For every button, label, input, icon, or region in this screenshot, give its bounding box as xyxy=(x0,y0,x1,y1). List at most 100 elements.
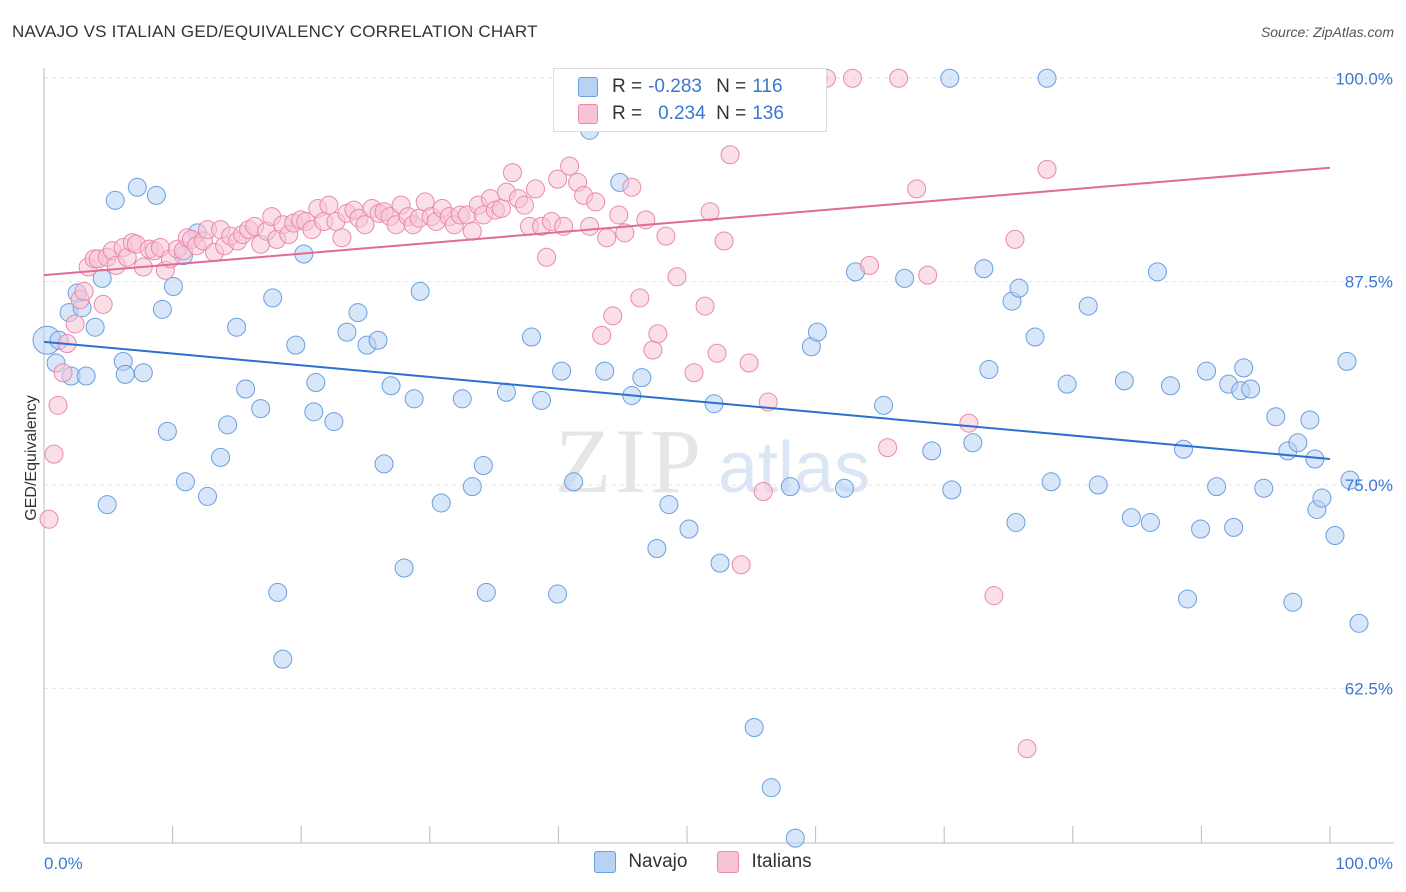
navajo-point xyxy=(834,478,854,498)
navajo-point xyxy=(1037,68,1057,88)
italians-point xyxy=(74,281,94,301)
navajo-point xyxy=(337,322,357,342)
navajo-point xyxy=(1224,517,1244,537)
navajo-point xyxy=(942,480,962,500)
navajo-legend-label: Navajo xyxy=(628,851,688,872)
navajo-point xyxy=(348,303,368,323)
navajo-point xyxy=(548,584,568,604)
italians-legend-label: Italians xyxy=(751,851,812,872)
navajo-point xyxy=(1288,433,1308,453)
navajo-point xyxy=(251,399,271,419)
y-tick-label: 62.5% xyxy=(1345,679,1393,698)
navajo-point xyxy=(940,68,960,88)
italians-point xyxy=(842,68,862,88)
italians-point xyxy=(1017,739,1037,759)
navajo-point xyxy=(1121,508,1141,528)
navajo-point xyxy=(1160,376,1180,396)
navajo-point xyxy=(1283,592,1303,612)
navajo-point xyxy=(462,477,482,497)
italians-point xyxy=(355,215,375,235)
navajo-point xyxy=(273,649,293,669)
italians-point xyxy=(918,265,938,285)
navajo-point xyxy=(133,363,153,383)
navajo-point xyxy=(431,493,451,513)
navajo-point xyxy=(97,495,117,515)
x-tick-label: 100.0% xyxy=(1335,854,1393,873)
legend-item-navajo: Navajo xyxy=(594,851,687,873)
italians-n-value: 136 xyxy=(752,103,784,124)
italians-point xyxy=(714,231,734,251)
navajo-point xyxy=(410,281,430,301)
italians-point xyxy=(720,145,740,165)
navajo-point xyxy=(152,299,172,319)
navajo-point xyxy=(263,288,283,308)
italians-point xyxy=(622,177,642,197)
italians-point xyxy=(878,438,898,458)
navajo-point xyxy=(761,778,781,798)
italians-point xyxy=(907,179,927,199)
navajo-point xyxy=(473,456,493,476)
italians-point xyxy=(609,205,629,225)
italians-point xyxy=(860,255,880,275)
navajo-point xyxy=(679,519,699,539)
italians-point xyxy=(580,216,600,236)
navajo-point xyxy=(404,389,424,409)
italians-point xyxy=(630,288,650,308)
italians-point xyxy=(615,223,635,243)
chart-title: NAVAJO VS ITALIAN GED/EQUIVALENCY CORREL… xyxy=(12,22,538,41)
navajo-point xyxy=(1009,278,1029,298)
italians-point xyxy=(462,221,482,241)
navajo-point xyxy=(1340,470,1360,490)
navajo-series xyxy=(32,68,1369,848)
legend-row-italians: R = 0.234 N = 136 xyxy=(578,102,820,126)
italians-point xyxy=(560,156,580,176)
navajo-point xyxy=(744,717,764,737)
navajo-point xyxy=(595,361,615,381)
r-label: R = xyxy=(612,103,643,124)
navajo-point xyxy=(632,368,652,388)
italians-r-value: 0.234 xyxy=(658,103,706,124)
italians-point xyxy=(984,586,1004,606)
navajo-point xyxy=(1337,351,1357,371)
navajo-point xyxy=(1088,475,1108,495)
navajo-point xyxy=(895,268,915,288)
italians-point xyxy=(48,395,68,415)
navajo-point xyxy=(76,366,96,386)
navajo-point xyxy=(1140,512,1160,532)
y-axis-label: GED/Equivalency xyxy=(23,395,40,520)
navajo-point xyxy=(1025,327,1045,347)
navajo-point xyxy=(710,553,730,573)
italians-point xyxy=(643,340,663,360)
navajo-point xyxy=(115,364,135,384)
legend-item-italians: Italians xyxy=(717,851,812,873)
navajo-point xyxy=(394,558,414,578)
navajo-point xyxy=(1234,358,1254,378)
navajo-point xyxy=(1057,374,1077,394)
italians-point xyxy=(93,294,113,314)
italians-point xyxy=(695,296,715,316)
navajo-point xyxy=(324,412,344,432)
italians-point xyxy=(731,555,751,575)
italians-point xyxy=(648,324,668,344)
navajo-point xyxy=(1006,512,1026,532)
navajo-point xyxy=(647,538,667,558)
navajo-point xyxy=(780,477,800,497)
navajo-point xyxy=(1197,361,1217,381)
r-label: R = xyxy=(612,76,643,97)
italians-point xyxy=(39,509,59,529)
trend-lines xyxy=(43,166,1331,461)
navajo-point xyxy=(286,335,306,355)
series-legend: Navajo Italians xyxy=(0,851,1406,873)
axes xyxy=(43,68,1394,844)
navajo-point xyxy=(807,322,827,342)
italians-point xyxy=(548,169,568,189)
navajo-point xyxy=(922,441,942,461)
navajo-point xyxy=(1178,589,1198,609)
navajo-point xyxy=(268,582,288,602)
navajo-point xyxy=(974,259,994,279)
navajo-point xyxy=(1349,613,1369,633)
navajo-point xyxy=(368,330,388,350)
navajo-point xyxy=(496,382,516,402)
navajo-point xyxy=(105,190,125,210)
